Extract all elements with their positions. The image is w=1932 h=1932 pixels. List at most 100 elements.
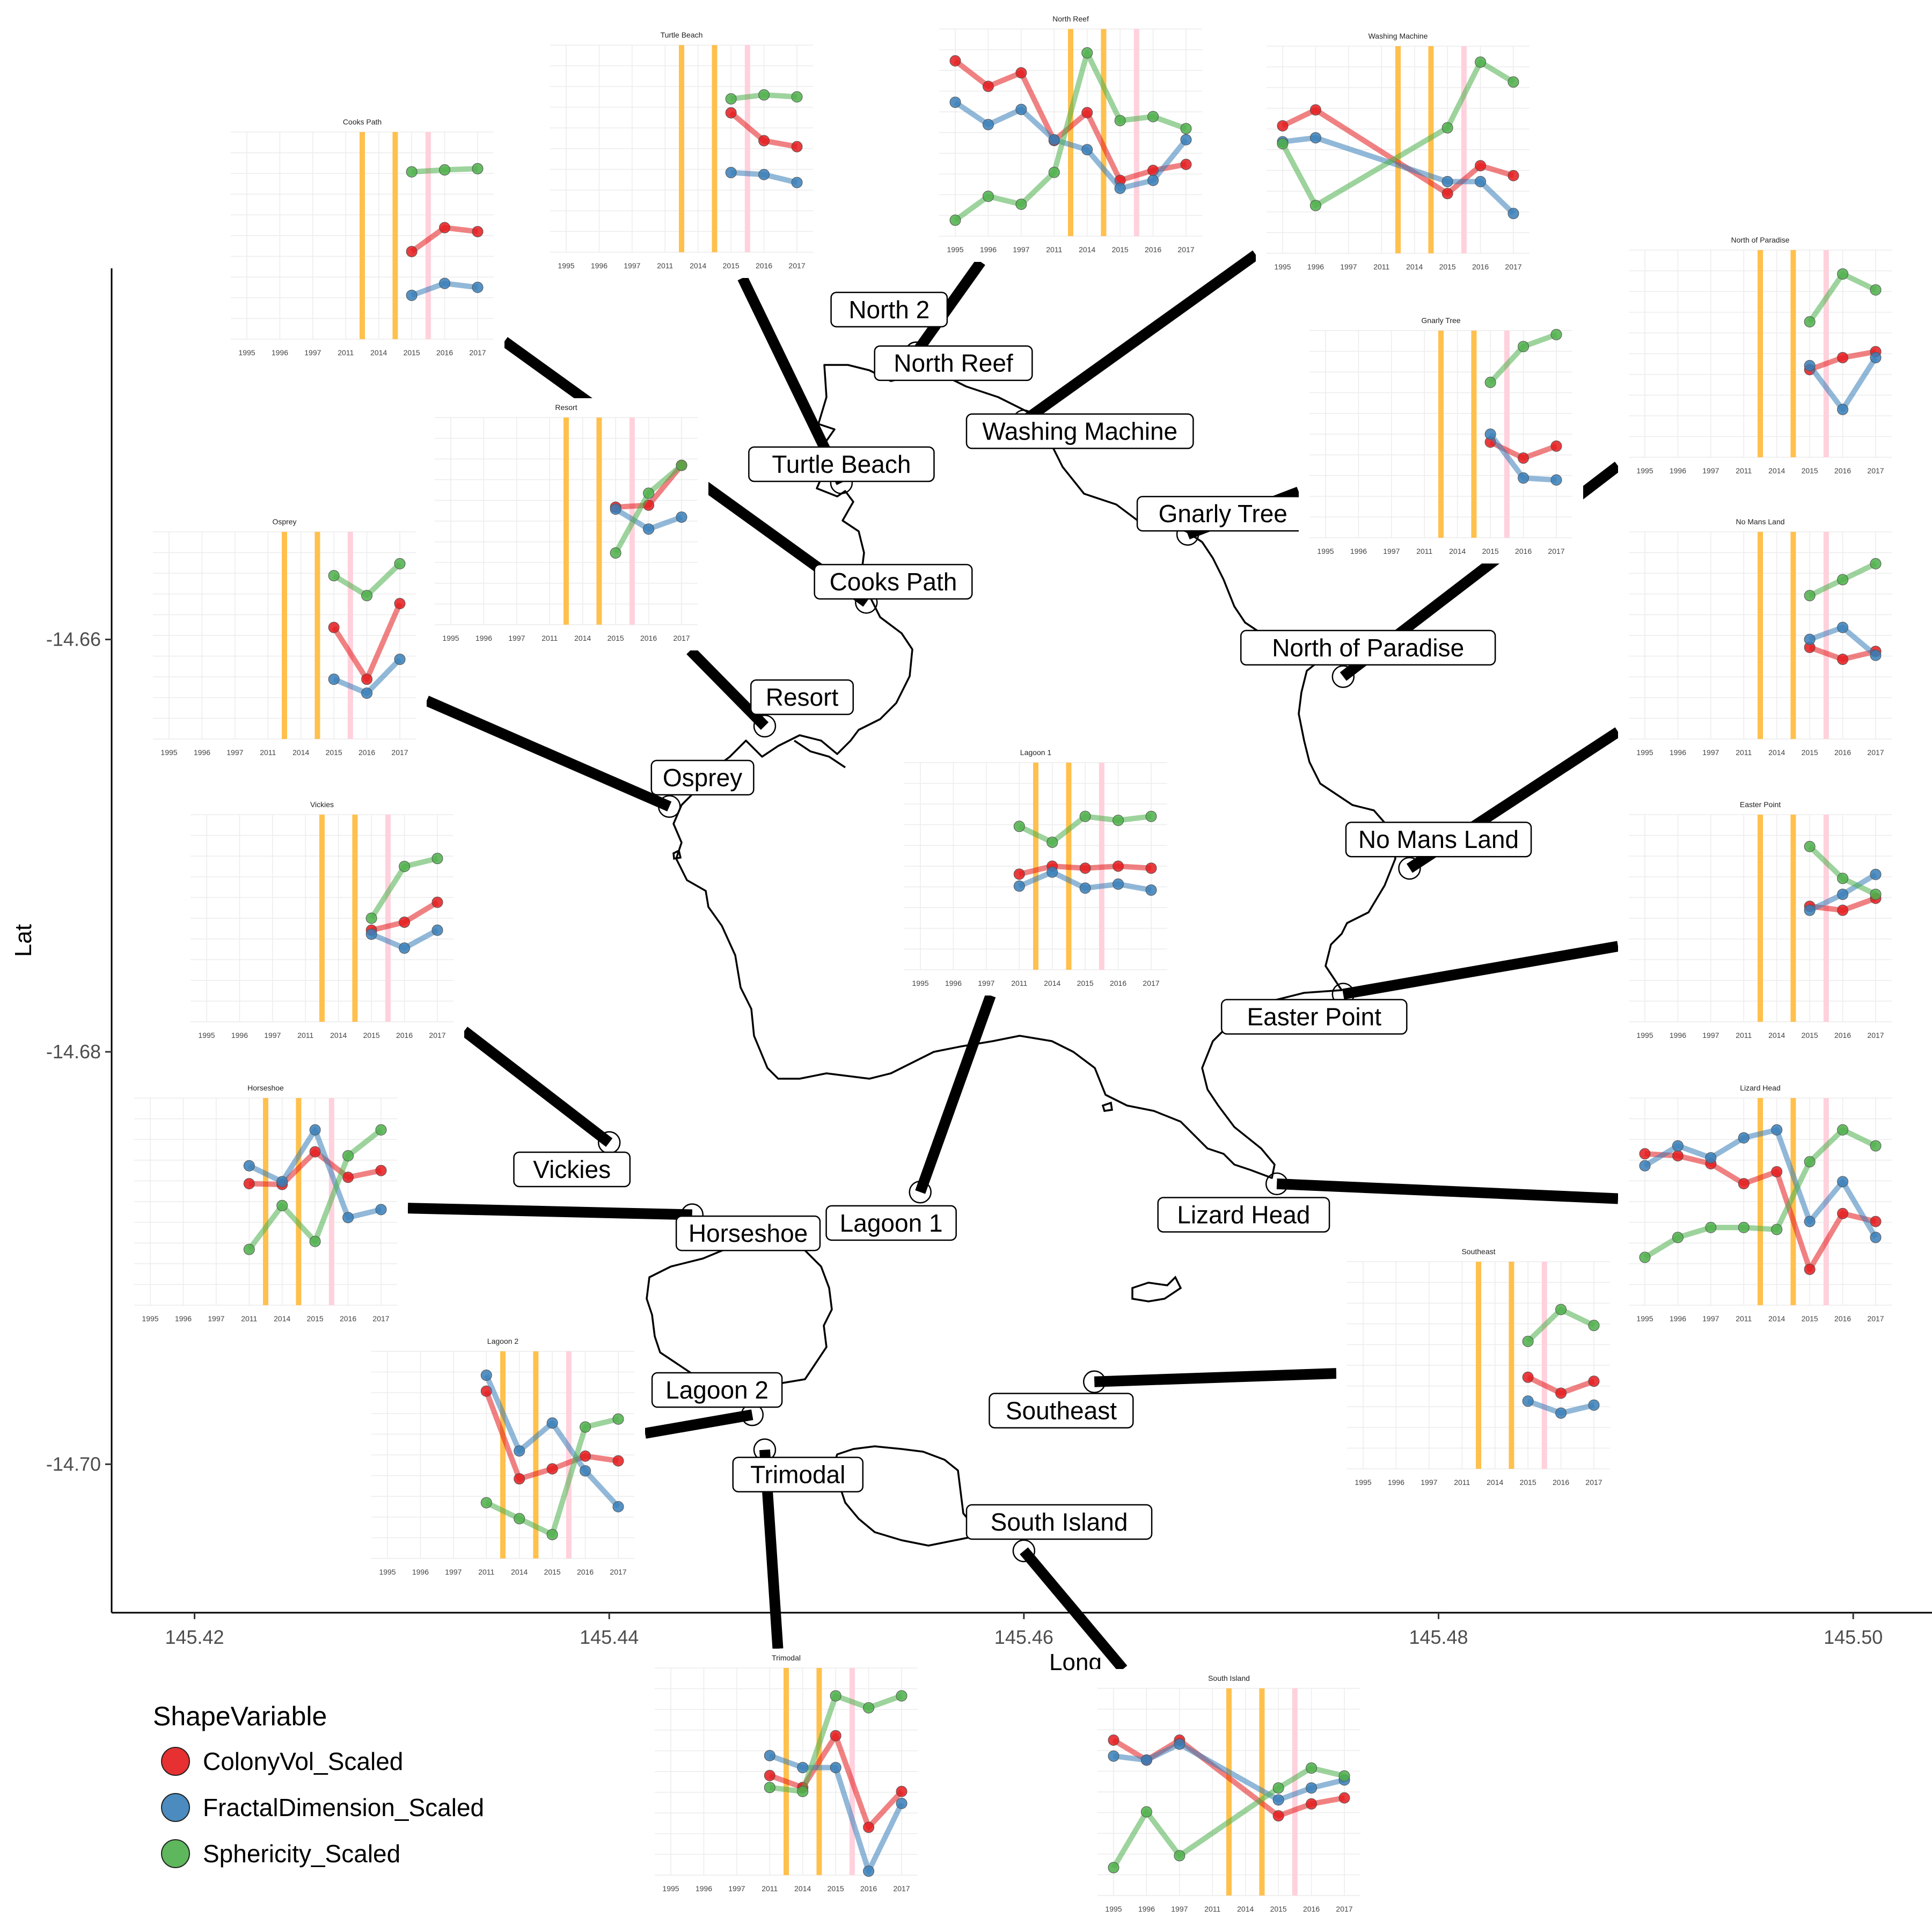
inset-x-tick-label: 2011 [338, 348, 354, 357]
inset-x-tick-label: 1996 [231, 1031, 248, 1040]
x-tick-label: 145.42 [165, 1626, 224, 1648]
site-label-box [748, 446, 935, 482]
inset-x-tick-label: 2017 [1867, 748, 1884, 757]
inset-x-tick-label: 2015 [544, 1568, 561, 1576]
inset-x-tick-label: 2015 [1802, 1314, 1818, 1323]
inset-x-tick-label: 2016 [1110, 979, 1126, 987]
site-label-no-mans-land: No Mans Land [1345, 821, 1532, 858]
inset-x-tick-label: 1997 [208, 1314, 224, 1323]
inset-series-line-col [953, 58, 1187, 184]
inset-title: Lagoon 1 [1020, 748, 1052, 757]
inset-point-frac [1113, 878, 1124, 890]
inset-point-col [328, 621, 340, 633]
site-label-box [1157, 1197, 1330, 1233]
inset-point-frac [643, 523, 655, 535]
site-label-text: Vickies [533, 1155, 611, 1183]
inset-point-col [863, 1821, 875, 1833]
inset-point-sph [361, 590, 373, 602]
inset-point-sph [472, 163, 484, 174]
inset-no-mans-land: No Mans Land 1995 1996 1997 2011 2014 2015 2016… [1618, 513, 1902, 765]
inset-point-sph [1140, 1806, 1152, 1818]
inset-point-frac [514, 1445, 525, 1457]
inset-x-tick-label: 2016 [1303, 1905, 1320, 1913]
inset-point-col [1738, 1178, 1750, 1190]
site-label-box [513, 1151, 631, 1188]
inset-x-tick-label: 2016 [436, 348, 453, 357]
inset-point-sph [406, 166, 418, 178]
inset-x-tick-label: 2011 [1416, 547, 1432, 555]
site-label-text: North of Paradise [1272, 634, 1464, 662]
inset-x-tick-label: 2017 [391, 748, 408, 757]
inset-point-frac [764, 1750, 775, 1761]
inset-point-sph [1837, 268, 1849, 280]
site-label-text: Lagoon 1 [840, 1209, 943, 1237]
inset-point-frac [1672, 1140, 1684, 1152]
inset-point-sph [1738, 1221, 1750, 1233]
inset-point-frac [1272, 1794, 1284, 1806]
y-tick-label: -14.66 [46, 628, 101, 650]
inset-x-tick-label: 1996 [1388, 1478, 1404, 1487]
site-label-box [750, 679, 854, 715]
inset-x-tick-label: 2015 [1112, 245, 1129, 254]
inset-point-frac [1015, 104, 1027, 115]
inset-point-sph [480, 1497, 492, 1509]
site-label-text: No Mans Land [1358, 825, 1519, 853]
inset-x-tick-label: 2017 [1548, 547, 1564, 555]
inset-point-col [406, 246, 418, 258]
inset-easter-point: Easter Point 1995 1996 1997 2011 2014 2015 2016… [1618, 795, 1902, 1048]
inset-point-col [1507, 170, 1519, 181]
inset-x-tick-label: 1996 [980, 245, 997, 254]
x-tick-label: 145.46 [994, 1626, 1053, 1648]
legend: ShapeVariable ColonyVol_Scaled FractalDime… [153, 1701, 484, 1868]
inset-point-col [514, 1473, 525, 1485]
inset-point-frac [1518, 472, 1529, 484]
inset-point-sph [1804, 316, 1816, 328]
inset-x-tick-label: 1997 [1702, 466, 1719, 475]
inset-point-frac [1804, 360, 1816, 371]
inset-x-tick-label: 1997 [1383, 547, 1400, 555]
inset-point-sph [758, 89, 770, 101]
inset-point-frac [1804, 633, 1816, 645]
site-label-box [965, 413, 1194, 449]
inset-point-sph [276, 1199, 288, 1211]
inset-cooks-path: Cooks Path 1995 1996 1997 2011 2014 2015 2016 20… [220, 113, 504, 365]
site-label-text: Lagoon 2 [665, 1376, 769, 1404]
site-label-south-island: South Island [965, 1504, 1153, 1540]
y-axis-title: Lat [10, 924, 36, 957]
inset-x-tick-label: 2015 [828, 1884, 844, 1893]
inset-x-tick-label: 2011 [1011, 979, 1027, 987]
inset-point-sph [1672, 1232, 1684, 1243]
inset-x-tick-label: 1996 [1138, 1905, 1155, 1913]
inset-title: Trimodal [772, 1653, 801, 1662]
inset-title: Lagoon 2 [487, 1337, 519, 1345]
inset-x-tick-label: 2015 [1520, 1478, 1536, 1487]
inset-point-sph [896, 1690, 908, 1702]
islet-small-2 [672, 849, 682, 860]
inset-x-tick-label: 2016 [756, 261, 772, 270]
inset-x-tick-label: 1996 [1350, 547, 1367, 555]
inset-horseshoe: Horseshoe 1995 1996 1997 2011 2014 2015 2016 201… [123, 1079, 408, 1331]
inset-x-tick-label: 1997 [1702, 1031, 1719, 1040]
inset-x-tick-label: 2014 [1237, 1905, 1254, 1913]
inset-x-tick-label: 1997 [1421, 1478, 1437, 1487]
inset-point-frac [1837, 888, 1849, 900]
inset-x-tick-label: 2011 [541, 634, 558, 642]
inset-x-tick-label: 1995 [1636, 748, 1653, 757]
inset-x-tick-label: 1996 [175, 1314, 192, 1323]
site-label-north-of-paradise: North of Paradise [1240, 630, 1496, 666]
inset-x-tick-label: 1996 [1670, 748, 1686, 757]
inset-x-tick-label: 1997 [1702, 1314, 1719, 1323]
inset-x-tick-label: 2015 [1802, 748, 1818, 757]
inset-lizard-head: Lizard Head 1995 1996 1997 2011 2014 2015 2016 2… [1618, 1079, 1902, 1331]
inset-point-col [1145, 862, 1157, 874]
inset-point-sph [243, 1243, 255, 1255]
inset-point-frac [896, 1797, 908, 1809]
inset-x-tick-label: 2014 [370, 348, 387, 357]
inset-point-frac [276, 1176, 288, 1188]
inset-point-frac [1804, 904, 1816, 916]
site-point-no-mans-land [1398, 857, 1421, 880]
inset-point-frac [1441, 175, 1453, 187]
site-label-text: Turtle Beach [772, 450, 911, 478]
inset-point-sph [1306, 1762, 1318, 1774]
